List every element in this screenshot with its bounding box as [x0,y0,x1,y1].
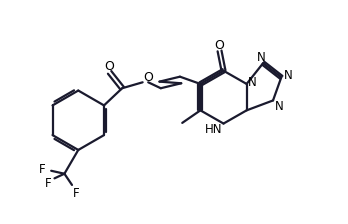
Text: N: N [275,100,283,113]
Text: F: F [45,177,51,190]
Text: F: F [73,187,80,200]
Text: HN: HN [205,123,222,136]
Text: O: O [215,39,224,52]
Text: N: N [284,69,293,82]
Text: O: O [143,71,153,84]
Text: O: O [105,60,114,73]
Text: N: N [248,76,257,89]
Text: N: N [257,51,266,64]
Text: F: F [39,163,46,176]
